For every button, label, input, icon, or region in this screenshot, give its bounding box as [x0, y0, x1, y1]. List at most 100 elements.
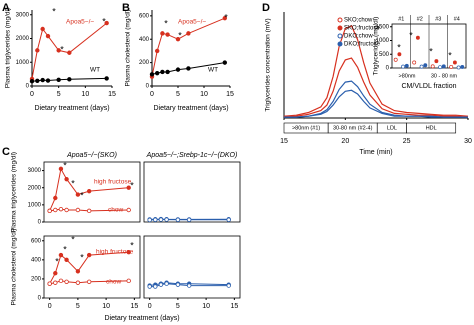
column-title: Apoa5−/−;Srebp-1c−/−(DKO) — [146, 152, 238, 159]
legend-label: DKO;fructose — [344, 42, 381, 48]
fraction-label: LDL — [387, 125, 397, 131]
x-tick-label: 10 — [200, 91, 208, 98]
x-axis-label: Dietary treatment (days) — [153, 105, 228, 112]
data-point — [393, 57, 398, 62]
x-tick-label: 0 — [148, 303, 152, 310]
x-axis-label: Time (min) — [359, 149, 392, 156]
annotation: * — [52, 6, 56, 16]
data-point — [419, 64, 424, 69]
data-point — [75, 207, 81, 213]
data-point — [35, 78, 40, 83]
x-tick-label: 15 — [108, 91, 116, 98]
x-tick-label: 5 — [176, 91, 180, 98]
data-point — [452, 60, 457, 65]
y-tick-label: 2000 — [28, 185, 42, 191]
data-point — [147, 284, 152, 289]
data-point — [40, 26, 45, 32]
annotation: * — [102, 16, 106, 26]
series-label: high fructose — [96, 249, 134, 256]
data-point — [40, 77, 45, 83]
x-tick-label: 15 — [226, 91, 234, 98]
data-point — [67, 77, 72, 82]
data-point — [438, 65, 443, 70]
data-point — [186, 31, 191, 36]
legend-label: SKO;chow — [344, 18, 373, 24]
y-tick-label: 0 — [146, 84, 150, 90]
data-point — [149, 72, 155, 77]
annotation: * — [130, 180, 134, 190]
annotation: * — [164, 18, 168, 28]
data-point — [175, 67, 181, 72]
data-point — [154, 48, 160, 54]
x-tick-label: 30 — [464, 138, 472, 145]
data-point — [165, 69, 170, 75]
data-point — [153, 284, 158, 289]
data-point — [75, 192, 81, 197]
data-point — [53, 280, 58, 285]
data-point — [126, 185, 131, 190]
y-tick-label: 0 — [38, 220, 42, 226]
series-line — [283, 57, 469, 118]
data-point — [47, 208, 52, 214]
y-axis-label: Triglycerides concentration (mV) — [265, 18, 272, 111]
annotation: * — [429, 46, 433, 56]
y-tick-label: 400 — [31, 257, 42, 263]
series-label: WT — [90, 67, 100, 74]
annotation: * — [178, 30, 182, 40]
data-point — [186, 283, 192, 288]
x-tick-label: 0 — [30, 91, 34, 98]
x-tick-label: 0 — [48, 303, 52, 310]
plot-frame — [43, 161, 141, 223]
legend-marker — [337, 25, 343, 31]
y-tick-label: 1000 — [376, 38, 390, 44]
fraction-label: HDL — [426, 125, 437, 131]
plot-frame — [43, 235, 141, 299]
data-point — [53, 195, 58, 201]
series-label: WT — [208, 67, 218, 74]
data-point — [58, 252, 64, 258]
data-point — [460, 64, 465, 69]
group-label: >80nm — [399, 73, 416, 79]
annotation: * — [71, 178, 75, 188]
data-point — [165, 32, 170, 37]
data-point — [56, 77, 61, 83]
series-label: chow — [108, 207, 123, 214]
series-line — [284, 89, 468, 118]
category-label: #1 — [398, 16, 404, 22]
panel-label: A — [2, 2, 10, 14]
data-point — [441, 64, 446, 69]
data-point — [126, 278, 131, 284]
data-point — [158, 217, 164, 222]
legend-label: DKO;chow — [344, 34, 373, 40]
annotation: * — [80, 190, 84, 200]
panel-label: C — [2, 146, 10, 158]
category-label: #2 — [417, 16, 423, 22]
data-point — [126, 250, 131, 255]
data-point — [186, 66, 191, 71]
annotation: * — [71, 234, 75, 244]
legend-label: SKO;fructose — [344, 26, 380, 32]
data-point — [153, 217, 158, 222]
data-point — [75, 269, 81, 274]
annotation: * — [397, 42, 401, 52]
data-point — [412, 60, 417, 65]
data-point — [86, 188, 92, 194]
data-point — [226, 217, 231, 222]
x-tick-label: 0 — [150, 91, 154, 98]
fraction-label: 30-80 nm (#2-4) — [333, 125, 373, 131]
series-label: high fructose — [94, 179, 132, 186]
y-tick-label: 0 — [38, 296, 42, 302]
x-tick-label: 15 — [130, 303, 138, 310]
data-point — [58, 166, 64, 172]
data-point — [64, 279, 69, 284]
data-point — [175, 37, 181, 42]
data-point — [164, 281, 169, 286]
y-tick-label: 200 — [31, 277, 42, 283]
x-tick-label: 10 — [102, 303, 110, 310]
series-label: chow — [106, 279, 121, 286]
x-axis-label: Dietary treatment (days) — [34, 105, 109, 112]
data-point — [158, 282, 164, 287]
data-point — [64, 176, 69, 182]
